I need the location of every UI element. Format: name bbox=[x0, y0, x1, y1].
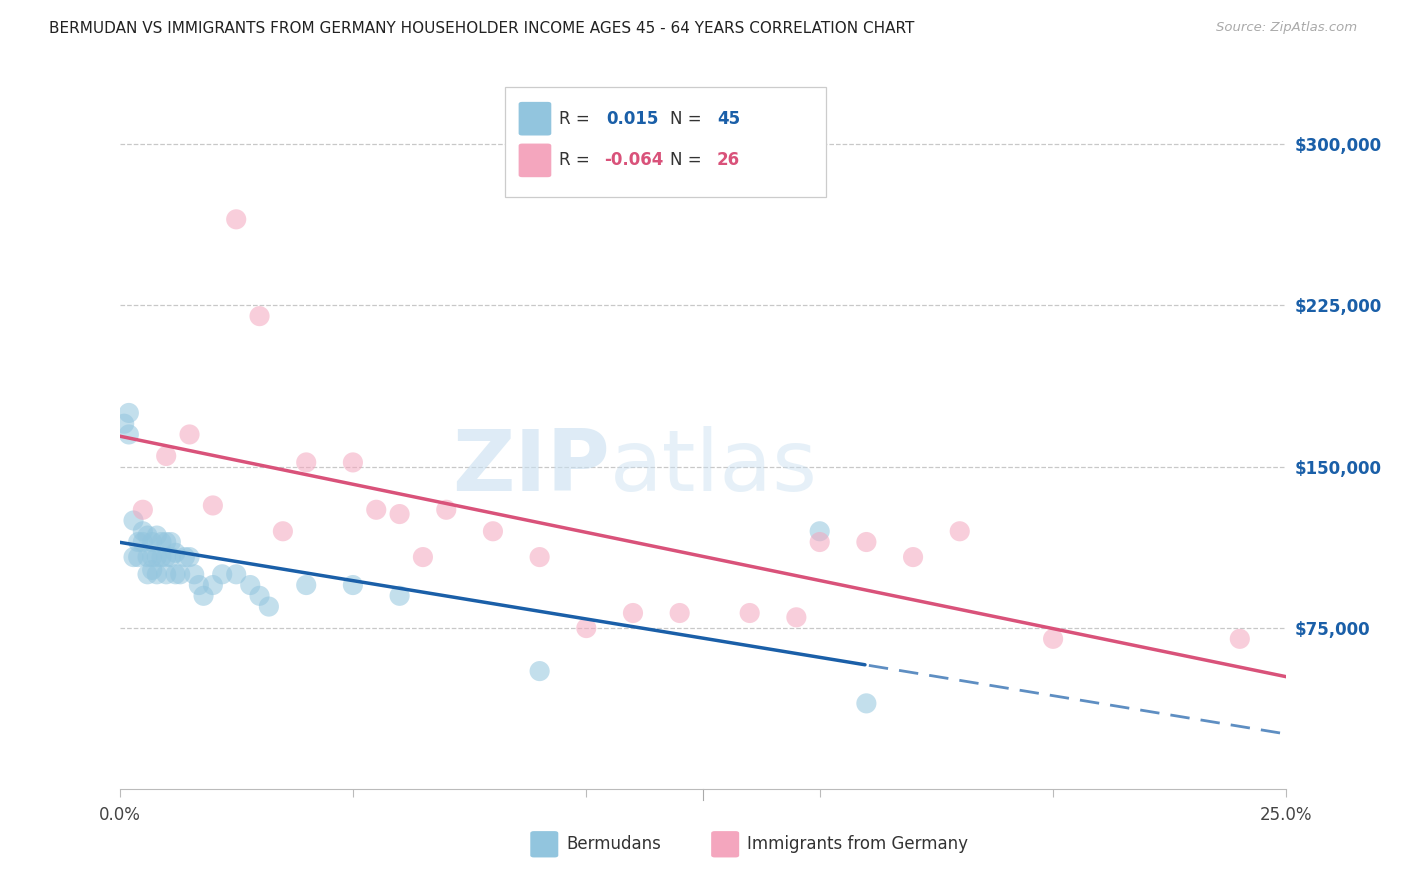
Text: 45: 45 bbox=[717, 110, 740, 128]
Point bbox=[482, 524, 505, 539]
Point bbox=[160, 535, 183, 549]
Point bbox=[388, 589, 411, 603]
Point bbox=[295, 455, 318, 469]
Text: atlas: atlas bbox=[610, 426, 818, 509]
Text: Source: ZipAtlas.com: Source: ZipAtlas.com bbox=[1216, 21, 1357, 34]
Point bbox=[412, 550, 434, 565]
Point bbox=[575, 621, 598, 635]
Text: -0.064: -0.064 bbox=[603, 152, 664, 169]
Point bbox=[146, 550, 169, 565]
Point bbox=[808, 535, 831, 549]
Point bbox=[141, 563, 163, 577]
Text: ZIP: ZIP bbox=[451, 426, 610, 509]
Point bbox=[165, 567, 187, 582]
Point bbox=[173, 550, 195, 565]
Point bbox=[132, 502, 155, 516]
Point bbox=[193, 589, 215, 603]
Point bbox=[366, 502, 388, 516]
Point bbox=[342, 455, 364, 469]
Text: Bermudans: Bermudans bbox=[567, 835, 661, 854]
Point bbox=[146, 528, 169, 542]
Point bbox=[808, 524, 831, 539]
Text: BERMUDAN VS IMMIGRANTS FROM GERMANY HOUSEHOLDER INCOME AGES 45 - 64 YEARS CORREL: BERMUDAN VS IMMIGRANTS FROM GERMANY HOUS… bbox=[49, 21, 914, 36]
Point bbox=[136, 528, 159, 542]
Text: 0.015: 0.015 bbox=[606, 110, 658, 128]
Point bbox=[187, 578, 209, 592]
Point bbox=[155, 567, 177, 582]
Point bbox=[141, 550, 163, 565]
Point bbox=[132, 524, 155, 539]
Point bbox=[271, 524, 294, 539]
Text: Immigrants from Germany: Immigrants from Germany bbox=[748, 835, 969, 854]
Text: N =: N = bbox=[671, 110, 707, 128]
Point bbox=[179, 427, 201, 442]
Point bbox=[738, 606, 761, 620]
Point bbox=[855, 697, 877, 711]
Text: 26: 26 bbox=[717, 152, 740, 169]
Point bbox=[155, 449, 177, 463]
Point bbox=[785, 610, 807, 624]
Point bbox=[1229, 632, 1251, 646]
Point bbox=[169, 567, 191, 582]
Point bbox=[122, 514, 145, 528]
Point bbox=[127, 535, 149, 549]
Point bbox=[249, 309, 271, 323]
Point bbox=[434, 502, 457, 516]
Point bbox=[160, 550, 183, 565]
Text: R =: R = bbox=[560, 152, 596, 169]
Point bbox=[1042, 632, 1064, 646]
Point bbox=[295, 578, 318, 592]
Point bbox=[342, 578, 364, 592]
Point bbox=[225, 567, 247, 582]
Text: R =: R = bbox=[560, 110, 596, 128]
Point bbox=[668, 606, 690, 620]
Point bbox=[529, 664, 551, 678]
Point bbox=[150, 550, 173, 565]
Point bbox=[155, 535, 177, 549]
Point bbox=[183, 567, 205, 582]
Point bbox=[112, 417, 135, 431]
Text: N =: N = bbox=[671, 152, 707, 169]
Point bbox=[257, 599, 280, 614]
Point bbox=[949, 524, 972, 539]
Point bbox=[122, 550, 145, 565]
Point bbox=[225, 212, 247, 227]
Point bbox=[165, 546, 187, 560]
Point bbox=[855, 535, 877, 549]
Point bbox=[146, 567, 169, 582]
Point bbox=[388, 507, 411, 521]
Point bbox=[249, 589, 271, 603]
Point bbox=[118, 406, 141, 420]
Point bbox=[529, 550, 551, 565]
Point bbox=[201, 578, 224, 592]
Point bbox=[201, 499, 224, 513]
FancyBboxPatch shape bbox=[530, 831, 558, 857]
Point bbox=[179, 550, 201, 565]
FancyBboxPatch shape bbox=[711, 831, 740, 857]
Point bbox=[621, 606, 644, 620]
Point bbox=[141, 535, 163, 549]
Point bbox=[132, 535, 155, 549]
Point bbox=[155, 550, 177, 565]
Point bbox=[127, 550, 149, 565]
Point bbox=[211, 567, 233, 582]
Point bbox=[901, 550, 924, 565]
FancyBboxPatch shape bbox=[519, 144, 551, 178]
Point bbox=[118, 427, 141, 442]
Point bbox=[150, 535, 173, 549]
FancyBboxPatch shape bbox=[519, 102, 551, 136]
Point bbox=[239, 578, 262, 592]
Point bbox=[136, 567, 159, 582]
FancyBboxPatch shape bbox=[505, 87, 825, 197]
Point bbox=[136, 550, 159, 565]
